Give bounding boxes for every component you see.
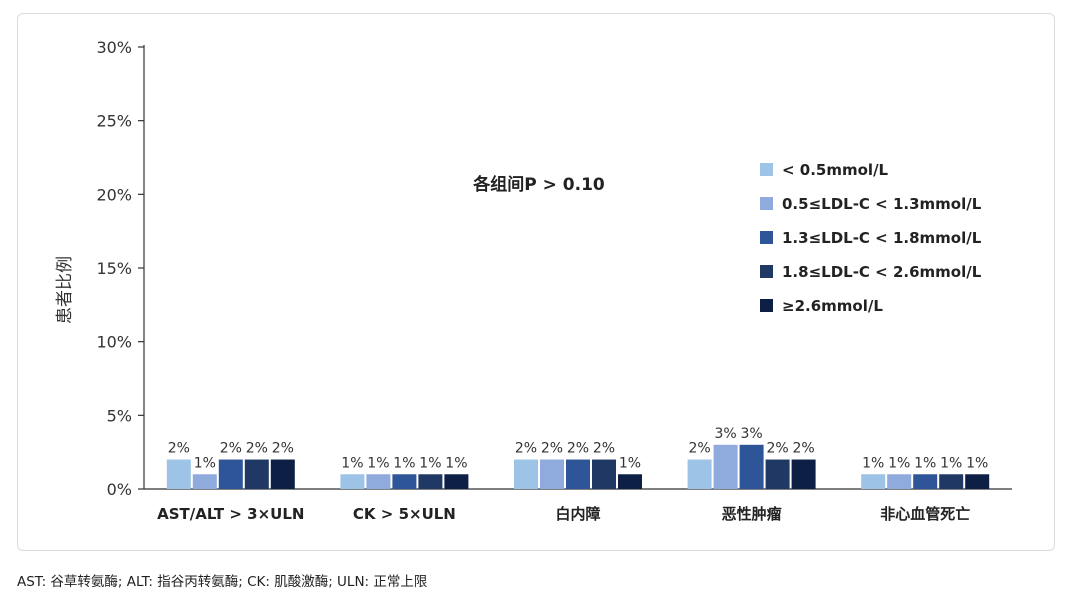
y-axis-label: 患者比例 xyxy=(55,256,75,324)
legend-swatch xyxy=(760,163,773,176)
legend-label: 1.3≤LDL-C < 1.8mmol/L xyxy=(782,229,982,247)
bar-value-label: 2% xyxy=(593,441,615,457)
bar xyxy=(418,474,443,489)
bar-value-label: 2% xyxy=(515,441,537,457)
bar xyxy=(192,474,217,489)
bar-value-label: 2% xyxy=(220,441,242,457)
bar-value-label: 1% xyxy=(862,455,884,471)
bar-value-label: 2% xyxy=(567,441,589,457)
bar xyxy=(444,474,469,489)
legend-label: < 0.5mmol/L xyxy=(782,161,889,179)
bar xyxy=(791,459,816,489)
bar xyxy=(887,474,912,489)
x-category-label: 非心血管死亡 xyxy=(880,505,970,523)
bar-value-label: 1% xyxy=(341,455,363,471)
x-category-label: 恶性肿瘤 xyxy=(722,505,782,523)
bar xyxy=(566,459,590,489)
legend-label: 0.5≤LDL-C < 1.3mmol/L xyxy=(782,195,982,213)
x-categories: AST/ALT > 3×ULN CK > 5×ULN 白内障 恶性肿瘤 非心血管死亡 xyxy=(157,505,970,523)
bar-chart: 0%5%10%15%20%25%30% 2%1%2% 2% 2%1% 1% 1% 1% 1%… xyxy=(55,38,1012,523)
bar xyxy=(340,474,365,489)
y-tick-label: 5% xyxy=(107,406,132,425)
legend-swatch xyxy=(760,197,773,210)
x-category-label: CK > 5×ULN xyxy=(353,505,456,523)
legend: < 0.5mmol/L 0.5≤LDL-C < 1.3mmol/L 1.3≤LDL-… xyxy=(760,161,982,315)
bar-value-label: 2% xyxy=(272,441,294,457)
y-tick-label: 25% xyxy=(96,112,132,131)
x-category-label: AST/ALT > 3×ULN xyxy=(157,505,304,523)
legend-swatch xyxy=(760,231,773,244)
y-tick-label: 0% xyxy=(107,480,132,499)
bar xyxy=(687,459,712,489)
bar-value-label: 2% xyxy=(246,441,268,457)
bar-value-label: 1% xyxy=(619,455,641,471)
y-tick-label: 20% xyxy=(96,185,132,204)
bar-value-label: 1% xyxy=(194,455,216,471)
bar xyxy=(166,459,191,489)
bar xyxy=(965,474,990,489)
bar-value-label: 2% xyxy=(168,441,190,457)
bar xyxy=(244,459,269,489)
bars xyxy=(166,444,990,489)
bar xyxy=(218,459,243,489)
bar xyxy=(514,459,538,489)
bar-value-label: 2% xyxy=(688,441,710,457)
bar-value-label: 1% xyxy=(445,455,467,471)
y-tick-label: 15% xyxy=(96,259,132,278)
bar xyxy=(913,474,938,489)
bar xyxy=(739,444,764,489)
value-labels: 2%1%2% 2% 2%1% 1% 1% 1% 1%2% 2% 2% 2%1%2%3% 3%2% 2%… xyxy=(168,426,989,471)
x-category-label: 白内障 xyxy=(555,505,600,523)
bar-value-label: 1% xyxy=(888,455,910,471)
legend-label: 1.8≤LDL-C < 2.6mmol/L xyxy=(782,263,982,281)
bar xyxy=(861,474,886,489)
bar-value-label: 1% xyxy=(419,455,441,471)
bar xyxy=(713,444,738,489)
bar xyxy=(939,474,964,489)
bar-value-label: 2% xyxy=(792,441,814,457)
bar-value-label: 1% xyxy=(940,455,962,471)
bar-value-label: 1% xyxy=(367,455,389,471)
p-value-annotation: 各组间P > 0.10 xyxy=(472,174,605,195)
legend-label: ≥2.6mmol/L xyxy=(782,297,883,315)
bar xyxy=(618,474,642,489)
bar xyxy=(592,459,616,489)
y-tick-label: 30% xyxy=(96,38,132,57)
legend-swatch xyxy=(760,299,773,312)
bar xyxy=(270,459,295,489)
footnote: AST: 谷草转氨酶; ALT: 指谷丙转氨酶; CK: 肌酸激酶; ULN: … xyxy=(17,574,428,590)
bar xyxy=(540,459,564,489)
bar xyxy=(765,459,790,489)
bar-value-label: 1% xyxy=(393,455,415,471)
bar-value-label: 2% xyxy=(541,441,563,457)
bar-value-label: 3% xyxy=(740,426,762,442)
bar-value-label: 2% xyxy=(766,441,788,457)
legend-swatch xyxy=(760,265,773,278)
y-tick-label: 10% xyxy=(96,333,132,352)
bar xyxy=(392,474,417,489)
bar-value-label: 1% xyxy=(914,455,936,471)
bar xyxy=(366,474,391,489)
bar-value-label: 1% xyxy=(966,455,988,471)
y-ticks: 0% 5% 10% 15% 20% 25% 30% xyxy=(96,38,144,499)
bar-value-label: 3% xyxy=(714,426,736,442)
